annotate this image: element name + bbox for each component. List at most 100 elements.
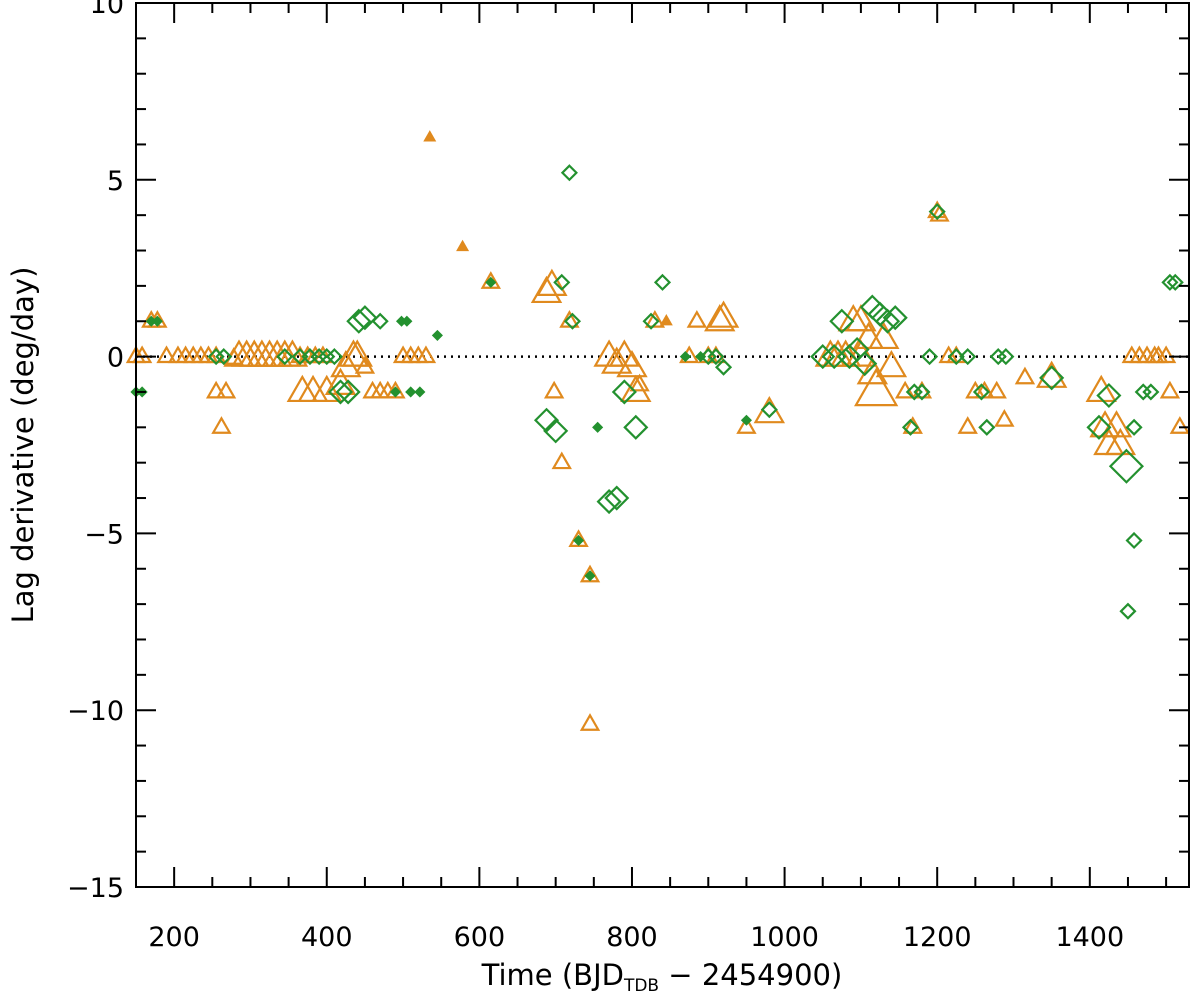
triangle-point <box>312 345 334 364</box>
x-tick-label: 800 <box>606 922 658 953</box>
data-points-layer <box>125 130 1191 731</box>
triangle-point <box>1169 416 1191 434</box>
diamond-point <box>997 348 1015 366</box>
diamond-point <box>921 348 939 366</box>
diamond-point <box>327 379 354 405</box>
diamond-point <box>978 418 996 436</box>
diamond-point <box>611 379 637 405</box>
plot-frame <box>135 2 1190 888</box>
diamond-point <box>1125 531 1143 550</box>
diamond-point <box>679 351 691 363</box>
triangle-point <box>551 451 572 470</box>
x-tick-label: 400 <box>301 922 353 953</box>
triangle-point <box>543 380 565 399</box>
triangle-point <box>854 367 899 407</box>
diamond-point <box>707 348 725 366</box>
triangle-point <box>456 239 470 252</box>
diamond-point <box>318 348 336 366</box>
triangle-point <box>875 350 908 378</box>
diamond-point <box>882 305 908 331</box>
diamond-point <box>740 414 752 426</box>
triangle-point <box>579 713 601 731</box>
diamond-point <box>1119 602 1137 620</box>
triangle-point <box>415 345 437 364</box>
diamond-point <box>989 348 1007 366</box>
diamond-point <box>947 348 965 366</box>
diamond-point <box>405 386 417 398</box>
triangle-point <box>736 416 757 434</box>
x-tick-label: 1000 <box>750 922 819 953</box>
diamond-point <box>1166 273 1184 291</box>
diamond-point <box>207 348 225 366</box>
diamond-point <box>959 348 977 366</box>
diamond-point <box>852 351 878 377</box>
diamond-point <box>346 308 372 334</box>
diamond-point <box>1096 382 1122 409</box>
triangle-point <box>1085 374 1117 403</box>
triangle-point <box>1104 427 1137 456</box>
diamond-point <box>310 348 328 366</box>
x-tick-label: 1400 <box>1055 922 1124 953</box>
triangle-point <box>957 416 978 434</box>
diamond-point <box>653 273 672 291</box>
x-axis-label: Time (BJDTDB − 2454900) <box>481 958 843 996</box>
triangle-point <box>845 339 877 367</box>
triangle-point <box>986 380 1007 399</box>
diamond-point <box>760 401 778 419</box>
triangle-point <box>211 416 232 434</box>
diamond-point <box>913 383 931 401</box>
triangle-point <box>536 268 568 296</box>
diamond-point <box>573 534 585 547</box>
diamond-point <box>1125 418 1143 436</box>
y-tick-label: 5 <box>107 166 124 197</box>
triangle-point <box>1014 366 1036 385</box>
diamond-point <box>928 203 946 221</box>
triangle-point <box>644 310 666 328</box>
diamond-point <box>414 386 426 398</box>
diamond-point <box>623 414 649 440</box>
triangle-point <box>156 345 177 364</box>
x-axis-label-tail: − 2454900) <box>659 958 842 992</box>
x-tick-label: 1200 <box>903 922 972 953</box>
triangle-point <box>616 350 648 378</box>
triangle-point <box>341 339 373 367</box>
triangle-point <box>659 314 673 326</box>
diamond-point <box>875 308 901 334</box>
diamond-point <box>592 421 604 433</box>
diamond-point <box>836 344 863 370</box>
diamond-point <box>543 418 569 444</box>
diamond-point <box>810 344 836 370</box>
diamond-point <box>276 348 294 366</box>
triangle-point <box>1155 345 1177 364</box>
diamond-point <box>972 383 991 401</box>
triangle-point <box>852 321 885 350</box>
diamond-point <box>1161 273 1179 291</box>
y-tick-label: −5 <box>84 519 124 550</box>
diamond-point <box>905 383 923 401</box>
y-tick-label: −10 <box>67 696 124 727</box>
diamond-point <box>389 386 401 398</box>
x-axis-label-main: Time (BJD <box>481 958 624 992</box>
diamond-point <box>829 308 855 334</box>
triangle-point <box>707 300 740 328</box>
diamond-point <box>431 329 443 341</box>
diamond-point <box>563 312 582 330</box>
diamond-point <box>1108 448 1144 484</box>
diamond-point <box>485 276 497 288</box>
diamond-point <box>352 305 378 331</box>
triangle-point <box>131 345 153 364</box>
diamond-point <box>325 348 343 366</box>
triangle-point <box>845 304 877 332</box>
y-tick-label: 0 <box>107 343 124 374</box>
diamond-point <box>901 418 920 436</box>
diamond-point <box>1086 414 1112 440</box>
diamond-point <box>1142 383 1160 401</box>
x-tick-label: 200 <box>148 922 200 953</box>
diamond-point <box>1039 365 1065 391</box>
diamond-point <box>151 315 163 327</box>
triangle-point <box>354 356 376 374</box>
triangle-point <box>868 321 900 350</box>
triangle-point <box>423 130 437 142</box>
triangle-point <box>620 374 652 403</box>
